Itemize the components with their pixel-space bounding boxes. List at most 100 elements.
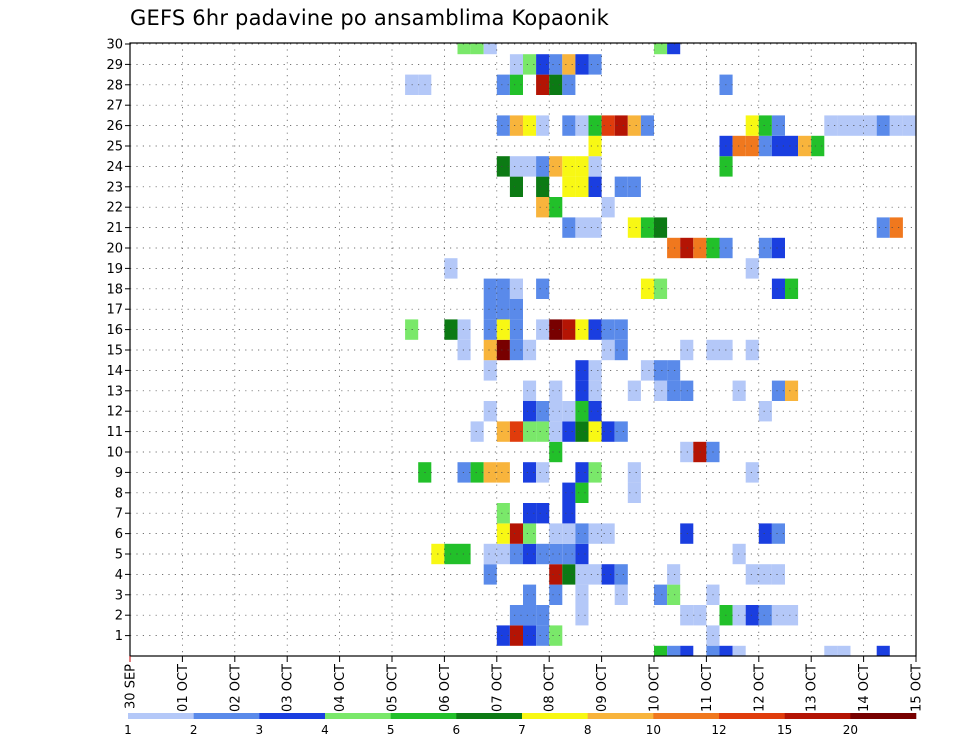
heatmap-cell: [627, 176, 641, 197]
y-tick-label: 22: [106, 201, 123, 216]
heatmap-cell: [549, 197, 563, 218]
heatmap-cell: [758, 401, 772, 422]
x-tick-label: 08 OCT: [543, 664, 558, 712]
heatmap-cell: [654, 278, 668, 299]
heatmap-cell: [785, 380, 799, 401]
y-tick-label: 26: [106, 119, 123, 134]
heatmap-cell: [785, 605, 799, 626]
heatmap-cell: [601, 564, 615, 585]
x-tick-label: 30 SEP: [124, 664, 139, 709]
y-tick-label: 18: [106, 282, 123, 297]
heatmap-cell: [496, 319, 510, 340]
heatmap-cell: [562, 503, 576, 524]
heatmap-cell: [509, 319, 523, 340]
heatmap-cell: [758, 115, 772, 136]
heatmap-cell: [588, 115, 602, 136]
heatmap-cell: [588, 176, 602, 197]
heatmap-cell: [588, 319, 602, 340]
heatmap-cell: [509, 339, 523, 361]
heatmap-cell: [771, 564, 785, 585]
heatmap-cell: [470, 462, 484, 483]
y-tick-label: 20: [106, 242, 123, 257]
x-tick-label: 12 OCT: [752, 664, 767, 712]
heatmap-cell: [575, 176, 589, 197]
heatmap-cell: [876, 217, 890, 238]
heatmap-cell: [496, 523, 510, 544]
y-tick-label: 3: [115, 588, 123, 603]
heatmap-cell: [680, 441, 694, 463]
heatmap-cell: [601, 115, 615, 136]
y-tick-label: 7: [115, 507, 123, 522]
colorbar-label: 4: [321, 723, 329, 737]
heatmap-cell: [588, 462, 602, 483]
y-tick-label: 29: [106, 58, 123, 73]
heatmap-cell: [575, 217, 589, 238]
heatmap-cell: [575, 156, 589, 177]
heatmap-cell: [889, 217, 903, 238]
heatmap-cell: [785, 278, 799, 299]
heatmap-cell: [483, 319, 497, 340]
colorbar-swatch: [456, 713, 523, 719]
heatmap-cell: [549, 564, 563, 585]
heatmap-cell: [811, 135, 825, 157]
heatmap-cell: [680, 645, 694, 656]
heatmap-cell: [562, 176, 576, 197]
heatmap-cell: [523, 115, 537, 136]
heatmap-cell: [509, 54, 523, 75]
heatmap-cell: [496, 543, 510, 565]
y-tick-label: 8: [115, 486, 123, 501]
y-tick-label: 2: [115, 609, 123, 624]
heatmap-cell: [536, 115, 550, 136]
heatmap-cell: [640, 115, 654, 136]
heatmap-cells: [405, 43, 916, 656]
heatmap-cell: [536, 156, 550, 177]
heatmap-cell: [614, 584, 628, 605]
heatmap-cell: [654, 645, 668, 656]
heatmap-cell: [902, 115, 916, 136]
heatmap-cell: [850, 115, 864, 136]
heatmap-cell: [745, 605, 759, 626]
heatmap-cell: [496, 278, 510, 299]
heatmap-cell: [640, 360, 654, 381]
heatmap-cell: [771, 237, 785, 259]
colorbar-swatch: [587, 713, 654, 719]
heatmap-cell: [706, 645, 720, 656]
heatmap-cell: [562, 421, 576, 442]
heatmap-cell: [562, 115, 576, 136]
heatmap-cell: [745, 258, 759, 279]
heatmap-cell: [575, 605, 589, 626]
x-tick-label: 10 OCT: [648, 664, 663, 712]
heatmap-cell: [601, 319, 615, 340]
heatmap-cell: [771, 278, 785, 299]
x-tick-label: 01 OCT: [176, 664, 191, 712]
heatmap-cell: [837, 645, 851, 656]
heatmap-cell: [667, 564, 681, 585]
heatmap-cell: [562, 523, 576, 544]
heatmap-cell: [562, 319, 576, 340]
heatmap-cell: [549, 54, 563, 75]
heatmap-cell: [562, 543, 576, 565]
heatmap-cell: [536, 462, 550, 483]
heatmap-cell: [575, 564, 589, 585]
heatmap-cell: [588, 217, 602, 238]
colorbar-label: 3: [256, 723, 264, 737]
heatmap-cell: [680, 237, 694, 259]
heatmap-cell: [575, 360, 589, 381]
heatmap-cell: [483, 299, 497, 320]
y-tick-label: 16: [106, 323, 123, 338]
heatmap-cell: [588, 564, 602, 585]
heatmap-cell: [876, 645, 890, 656]
heatmap-cell: [627, 482, 641, 503]
colorbar-label: 12: [711, 723, 726, 737]
heatmap-cell: [575, 584, 589, 605]
heatmap-cell: [667, 360, 681, 381]
y-tick-label: 25: [106, 140, 123, 155]
x-tick-label: 13 OCT: [805, 664, 820, 712]
heatmap-cell: [745, 564, 759, 585]
heatmap-cell: [798, 135, 812, 157]
heatmap-cell: [562, 156, 576, 177]
heatmap-cell: [588, 156, 602, 177]
heatmap-cell: [483, 543, 497, 565]
heatmap-cell: [523, 523, 537, 544]
colorbar-label: 20: [843, 723, 858, 737]
